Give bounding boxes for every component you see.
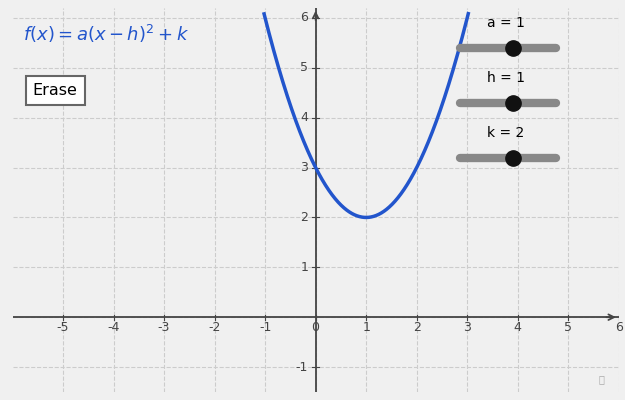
Text: -5: -5 [57,321,69,334]
Text: k = 2: k = 2 [488,126,524,140]
Text: 4: 4 [300,111,308,124]
Text: 6: 6 [615,321,622,334]
Text: -4: -4 [107,321,120,334]
Text: 2: 2 [412,321,421,334]
Text: Erase: Erase [32,83,78,98]
Text: -3: -3 [158,321,170,334]
Text: ⬜: ⬜ [598,374,604,384]
Text: 6: 6 [300,12,308,24]
Text: 0: 0 [312,321,319,334]
Text: 3: 3 [300,161,308,174]
Text: $f(x) = a(x - h)^2 + k$: $f(x) = a(x - h)^2 + k$ [22,23,189,45]
Text: -1: -1 [259,321,271,334]
Text: -1: -1 [296,360,308,374]
Text: 5: 5 [564,321,572,334]
Text: 1: 1 [300,261,308,274]
Text: -2: -2 [208,321,221,334]
Text: h = 1: h = 1 [488,71,526,85]
Text: 3: 3 [463,321,471,334]
Text: 1: 1 [362,321,370,334]
Text: 4: 4 [514,321,522,334]
Text: a = 1: a = 1 [488,16,525,30]
Text: 2: 2 [300,211,308,224]
Text: 5: 5 [300,61,308,74]
